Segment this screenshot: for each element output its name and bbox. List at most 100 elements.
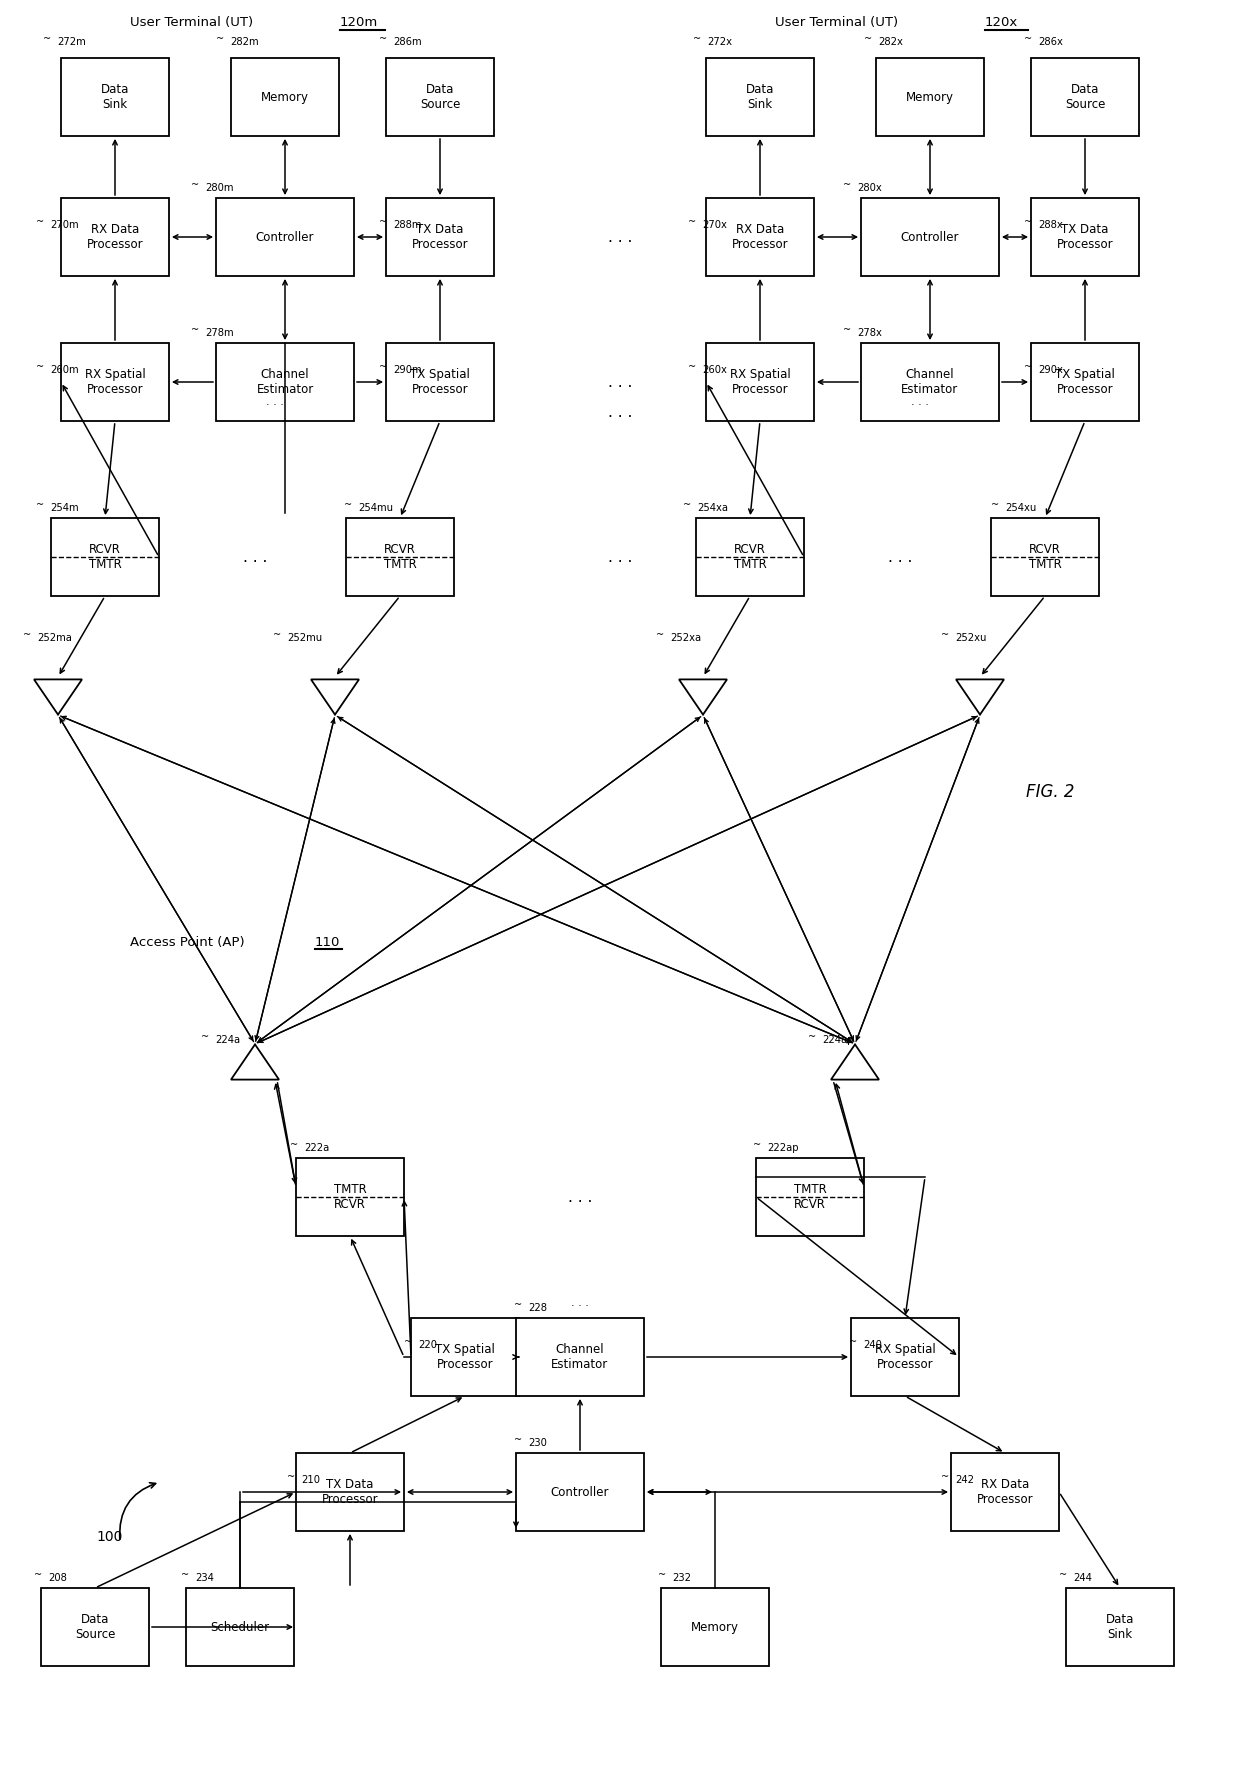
Text: RX Spatial
Processor: RX Spatial Processor [874, 1342, 935, 1371]
FancyBboxPatch shape [41, 1588, 149, 1667]
Text: 282x: 282x [878, 38, 903, 47]
Text: Data
Sink: Data Sink [745, 82, 774, 111]
FancyBboxPatch shape [231, 57, 339, 136]
FancyBboxPatch shape [706, 342, 813, 421]
Text: ~: ~ [693, 34, 701, 45]
FancyBboxPatch shape [386, 197, 494, 276]
Text: ~: ~ [379, 362, 387, 373]
Text: 286x: 286x [1038, 38, 1063, 47]
Text: RCVR
TMTR: RCVR TMTR [383, 543, 417, 572]
Text: ~: ~ [941, 631, 949, 640]
Text: 244: 244 [1073, 1573, 1092, 1582]
Text: Data
Source: Data Source [1065, 82, 1105, 111]
FancyBboxPatch shape [951, 1453, 1059, 1530]
Text: ~: ~ [286, 1471, 295, 1482]
Text: ~: ~ [843, 179, 851, 190]
Text: ~: ~ [1059, 1570, 1068, 1581]
Text: Controller: Controller [900, 231, 960, 244]
FancyBboxPatch shape [706, 57, 813, 136]
Text: 240: 240 [863, 1340, 882, 1349]
Text: RCVR
TMTR: RCVR TMTR [1029, 543, 1061, 572]
FancyBboxPatch shape [346, 518, 454, 597]
Text: 252xa: 252xa [670, 633, 701, 643]
FancyBboxPatch shape [696, 518, 804, 597]
Text: ~: ~ [36, 362, 45, 373]
Text: ~: ~ [33, 1570, 42, 1581]
FancyBboxPatch shape [875, 57, 985, 136]
FancyBboxPatch shape [1030, 57, 1140, 136]
FancyBboxPatch shape [61, 197, 169, 276]
FancyBboxPatch shape [1030, 342, 1140, 421]
Text: TMTR
RCVR: TMTR RCVR [794, 1183, 826, 1211]
Text: RX Data
Processor: RX Data Processor [87, 222, 144, 251]
Text: Channel
Estimator: Channel Estimator [901, 367, 959, 396]
Text: TMTR
RCVR: TMTR RCVR [334, 1183, 366, 1211]
Text: 120m: 120m [340, 16, 378, 29]
Text: . . .: . . . [608, 375, 632, 389]
FancyBboxPatch shape [61, 342, 169, 421]
Text: User Terminal (UT): User Terminal (UT) [775, 16, 906, 29]
FancyBboxPatch shape [216, 197, 353, 276]
Text: 278x: 278x [857, 328, 882, 339]
FancyBboxPatch shape [386, 342, 494, 421]
Text: ~: ~ [201, 1032, 210, 1041]
Text: 280x: 280x [857, 183, 882, 194]
Text: ~: ~ [181, 1570, 188, 1581]
Text: 288m: 288m [393, 220, 422, 229]
Text: Channel
Estimator: Channel Estimator [257, 367, 314, 396]
Text: ~: ~ [36, 500, 45, 511]
Text: 120x: 120x [985, 16, 1018, 29]
Text: RX Data
Processor: RX Data Processor [732, 222, 789, 251]
Text: 220: 220 [418, 1340, 436, 1349]
Text: 280m: 280m [205, 183, 233, 194]
Text: ~: ~ [808, 1032, 816, 1041]
Text: 286m: 286m [393, 38, 422, 47]
Text: ~: ~ [191, 179, 200, 190]
Text: ~: ~ [864, 34, 872, 45]
FancyBboxPatch shape [851, 1317, 959, 1396]
Text: TX Data
Processor: TX Data Processor [412, 222, 469, 251]
FancyBboxPatch shape [51, 518, 159, 597]
Text: ~: ~ [379, 217, 387, 228]
Text: TX Spatial
Processor: TX Spatial Processor [410, 367, 470, 396]
Text: 100: 100 [97, 1530, 123, 1545]
Text: User Terminal (UT): User Terminal (UT) [130, 16, 262, 29]
Text: ~: ~ [36, 217, 45, 228]
FancyBboxPatch shape [861, 342, 999, 421]
Text: Controller: Controller [255, 231, 314, 244]
Text: . . .: . . . [572, 1297, 589, 1308]
FancyBboxPatch shape [861, 197, 999, 276]
Text: 224a: 224a [215, 1036, 241, 1045]
FancyBboxPatch shape [756, 1158, 864, 1236]
Text: 222a: 222a [304, 1143, 330, 1152]
Text: ~: ~ [379, 34, 387, 45]
FancyBboxPatch shape [216, 342, 353, 421]
Text: FIG. 2: FIG. 2 [1025, 783, 1074, 801]
Text: ~: ~ [753, 1140, 761, 1150]
Text: 232: 232 [672, 1573, 691, 1582]
Text: . . .: . . . [608, 229, 632, 244]
Text: 254xa: 254xa [697, 504, 728, 513]
Text: 270x: 270x [702, 220, 727, 229]
Text: ~: ~ [216, 34, 224, 45]
Text: ~: ~ [991, 500, 999, 511]
Text: Data
Sink: Data Sink [100, 82, 129, 111]
Text: ~: ~ [404, 1337, 412, 1348]
FancyBboxPatch shape [516, 1453, 644, 1530]
Text: ~: ~ [683, 500, 691, 511]
FancyBboxPatch shape [516, 1317, 644, 1396]
Text: 290m: 290m [393, 366, 422, 375]
Text: 270m: 270m [50, 220, 78, 229]
Text: ~: ~ [688, 217, 696, 228]
Text: ~: ~ [1024, 362, 1032, 373]
Text: . . .: . . . [608, 405, 632, 419]
Text: TX Spatial
Processor: TX Spatial Processor [435, 1342, 495, 1371]
Text: 288x: 288x [1038, 220, 1063, 229]
Text: 254m: 254m [50, 504, 78, 513]
Text: ~: ~ [290, 1140, 298, 1150]
Text: Data
Sink: Data Sink [1106, 1613, 1135, 1641]
Text: ~: ~ [191, 324, 200, 335]
Text: TX Data
Processor: TX Data Processor [1056, 222, 1114, 251]
Text: ~: ~ [513, 1299, 522, 1310]
Text: ~: ~ [43, 34, 51, 45]
